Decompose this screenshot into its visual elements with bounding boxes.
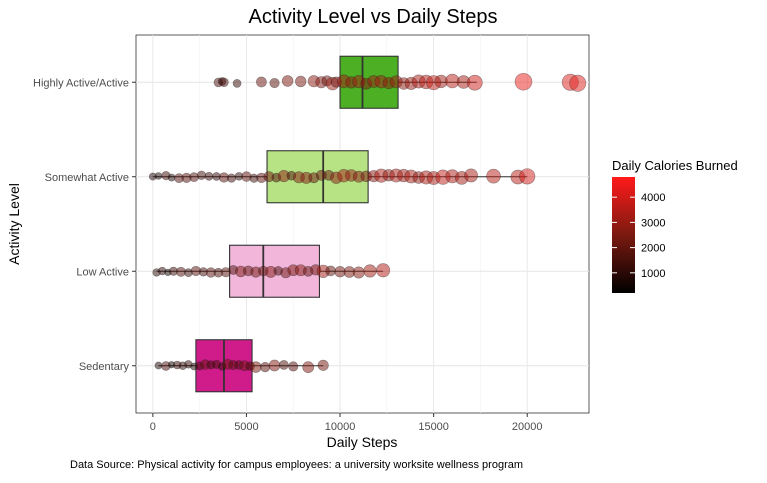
y-tick-label: Low Active xyxy=(76,266,129,278)
legend-tick-label: 1000 xyxy=(641,268,665,280)
legend-tick-label: 2000 xyxy=(641,243,665,255)
x-tick-label: 5000 xyxy=(234,421,258,433)
data-source-caption: Data Source: Physical activity for campu… xyxy=(70,459,523,471)
x-tick-label: 20000 xyxy=(512,421,543,433)
chart-title: Activity Level vs Daily Steps xyxy=(249,6,498,28)
y-tick-label: Highly Active/Active xyxy=(33,77,129,89)
x-tick-label: 15000 xyxy=(418,421,449,433)
data-point xyxy=(363,264,377,278)
data-point xyxy=(196,170,207,180)
data-point xyxy=(288,361,299,372)
data-point xyxy=(269,78,280,89)
y-tick-label: Sedentary xyxy=(79,361,130,373)
x-tick-label: 10000 xyxy=(325,421,356,433)
data-point xyxy=(219,77,229,88)
x-axis-title: Daily Steps xyxy=(327,434,398,450)
legend-tick-label: 4000 xyxy=(641,192,665,204)
data-point xyxy=(466,74,483,91)
x-tick-label: 0 xyxy=(150,421,156,433)
data-point xyxy=(260,361,271,373)
data-point xyxy=(204,171,214,181)
data-point xyxy=(281,75,294,87)
y-axis-title: Activity Level xyxy=(6,183,22,265)
data-point xyxy=(486,168,501,184)
data-point xyxy=(268,359,281,372)
y-tick-label: Somewhat Active xyxy=(45,172,129,184)
data-point xyxy=(154,361,163,370)
data-point xyxy=(376,263,391,278)
data-point xyxy=(256,76,267,88)
legend-tick-label: 3000 xyxy=(641,217,665,229)
data-point xyxy=(317,359,329,371)
data-point xyxy=(154,172,163,180)
legend-colorbar xyxy=(612,177,635,293)
data-point xyxy=(352,266,365,279)
data-point xyxy=(226,173,237,183)
data-point xyxy=(302,361,315,374)
data-point xyxy=(250,361,262,373)
data-point xyxy=(569,74,587,92)
data-point xyxy=(167,173,176,182)
data-point xyxy=(232,79,242,88)
data-point xyxy=(325,265,336,277)
data-point xyxy=(295,75,307,88)
legend-title: Daily Calories Burned xyxy=(612,158,738,173)
data-point xyxy=(519,168,536,185)
data-point xyxy=(464,168,478,183)
data-point xyxy=(514,72,533,91)
data-point xyxy=(279,360,289,370)
